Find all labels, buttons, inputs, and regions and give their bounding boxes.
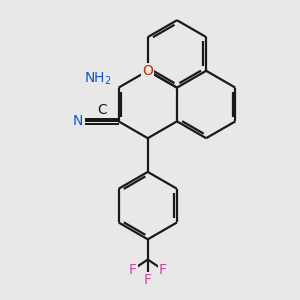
Text: O: O bbox=[142, 64, 153, 78]
Text: NH$_2$: NH$_2$ bbox=[84, 71, 112, 87]
Text: F: F bbox=[129, 263, 136, 277]
Text: C: C bbox=[97, 103, 106, 117]
Text: F: F bbox=[159, 263, 167, 277]
Text: F: F bbox=[144, 273, 152, 287]
Text: N: N bbox=[73, 114, 83, 128]
